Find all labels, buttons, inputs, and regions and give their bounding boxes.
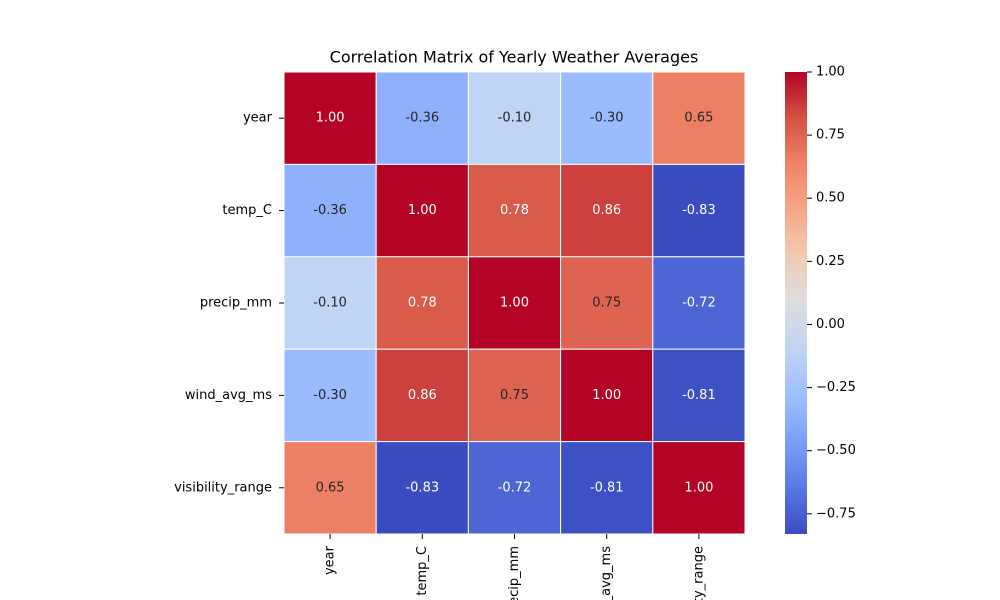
cell-label: -0.83 <box>405 480 439 495</box>
x-tick-label: temp_C <box>415 546 430 596</box>
y-tick-label: wind_avg_ms <box>185 388 272 403</box>
cell-label: -0.10 <box>313 296 347 311</box>
heatmap-cell <box>283 441 377 535</box>
cell-label: -0.81 <box>682 388 716 403</box>
heatmap-cell <box>283 163 377 258</box>
heatmap-cell <box>467 441 562 535</box>
cell-label: 0.86 <box>592 203 621 218</box>
cell-label: 1.00 <box>316 111 345 126</box>
heatmap-cell <box>375 256 469 350</box>
heatmap-cell <box>283 71 377 165</box>
colorbar-tick-label: −0.25 <box>816 380 856 395</box>
heatmap-cell <box>375 71 469 165</box>
cell-label: -0.36 <box>405 111 439 126</box>
cell-label: -0.10 <box>498 111 532 126</box>
heatmap-cell <box>560 71 654 165</box>
cell-label: 1.00 <box>592 388 621 403</box>
heatmap-cell <box>652 348 746 443</box>
heatmap-cell <box>467 163 562 258</box>
cell-label: 0.75 <box>592 296 621 311</box>
y-tick-label: precip_mm <box>200 296 272 311</box>
heatmap-cell <box>652 441 746 535</box>
cell-label: 1.00 <box>408 203 437 218</box>
colorbar <box>785 72 807 534</box>
cell-label: -0.81 <box>590 480 624 495</box>
cell-label: 0.78 <box>500 203 529 218</box>
cell-label: 0.65 <box>684 111 713 126</box>
y-tick-label: temp_C <box>222 203 272 218</box>
colorbar-tick-label: 1.00 <box>816 65 845 80</box>
heatmap-cell <box>560 348 654 443</box>
heatmap-cell <box>375 348 469 443</box>
heatmap-cell <box>467 256 562 350</box>
heatmap-cell <box>467 71 562 165</box>
cell-label: 0.78 <box>408 296 437 311</box>
colorbar-tick-label: 0.25 <box>816 254 845 269</box>
chart-title: Correlation Matrix of Yearly Weather Ave… <box>330 48 699 67</box>
cell-label: 0.86 <box>408 388 437 403</box>
colorbar-tick-label: −0.75 <box>816 506 856 521</box>
x-tick-label: wind_avg_ms <box>599 546 614 600</box>
cell-label: -0.30 <box>590 111 624 126</box>
cell-label: -0.72 <box>498 480 532 495</box>
cell-label: -0.30 <box>313 388 347 403</box>
x-tick-label: year <box>323 545 338 575</box>
x-tick-label: precip_mm <box>507 546 522 600</box>
cell-label: -0.36 <box>313 203 347 218</box>
cell-label: -0.72 <box>682 296 716 311</box>
colorbar-tick-label: −0.50 <box>816 443 856 458</box>
cell-label: 1.00 <box>500 296 529 311</box>
cell-label: -0.83 <box>682 203 716 218</box>
heatmap-cell <box>560 256 654 350</box>
y-tick-label: visibility_range <box>174 480 272 495</box>
colorbar-tick-label: 0.50 <box>816 191 845 206</box>
colorbar-tick-label: 0.00 <box>816 317 845 332</box>
colorbar-tick-label: 0.75 <box>816 128 845 143</box>
heatmap-cell <box>652 163 746 258</box>
cell-label: 0.75 <box>500 388 529 403</box>
x-tick-label: visibility_range <box>691 546 706 600</box>
y-tick-label: year <box>243 111 273 126</box>
heatmap-cell <box>652 256 746 350</box>
cell-label: 0.65 <box>316 480 345 495</box>
heatmap-cell <box>375 441 469 535</box>
cell-label: 1.00 <box>684 480 713 495</box>
heatmap-cell <box>652 71 746 165</box>
heatmap-cell <box>467 348 562 443</box>
